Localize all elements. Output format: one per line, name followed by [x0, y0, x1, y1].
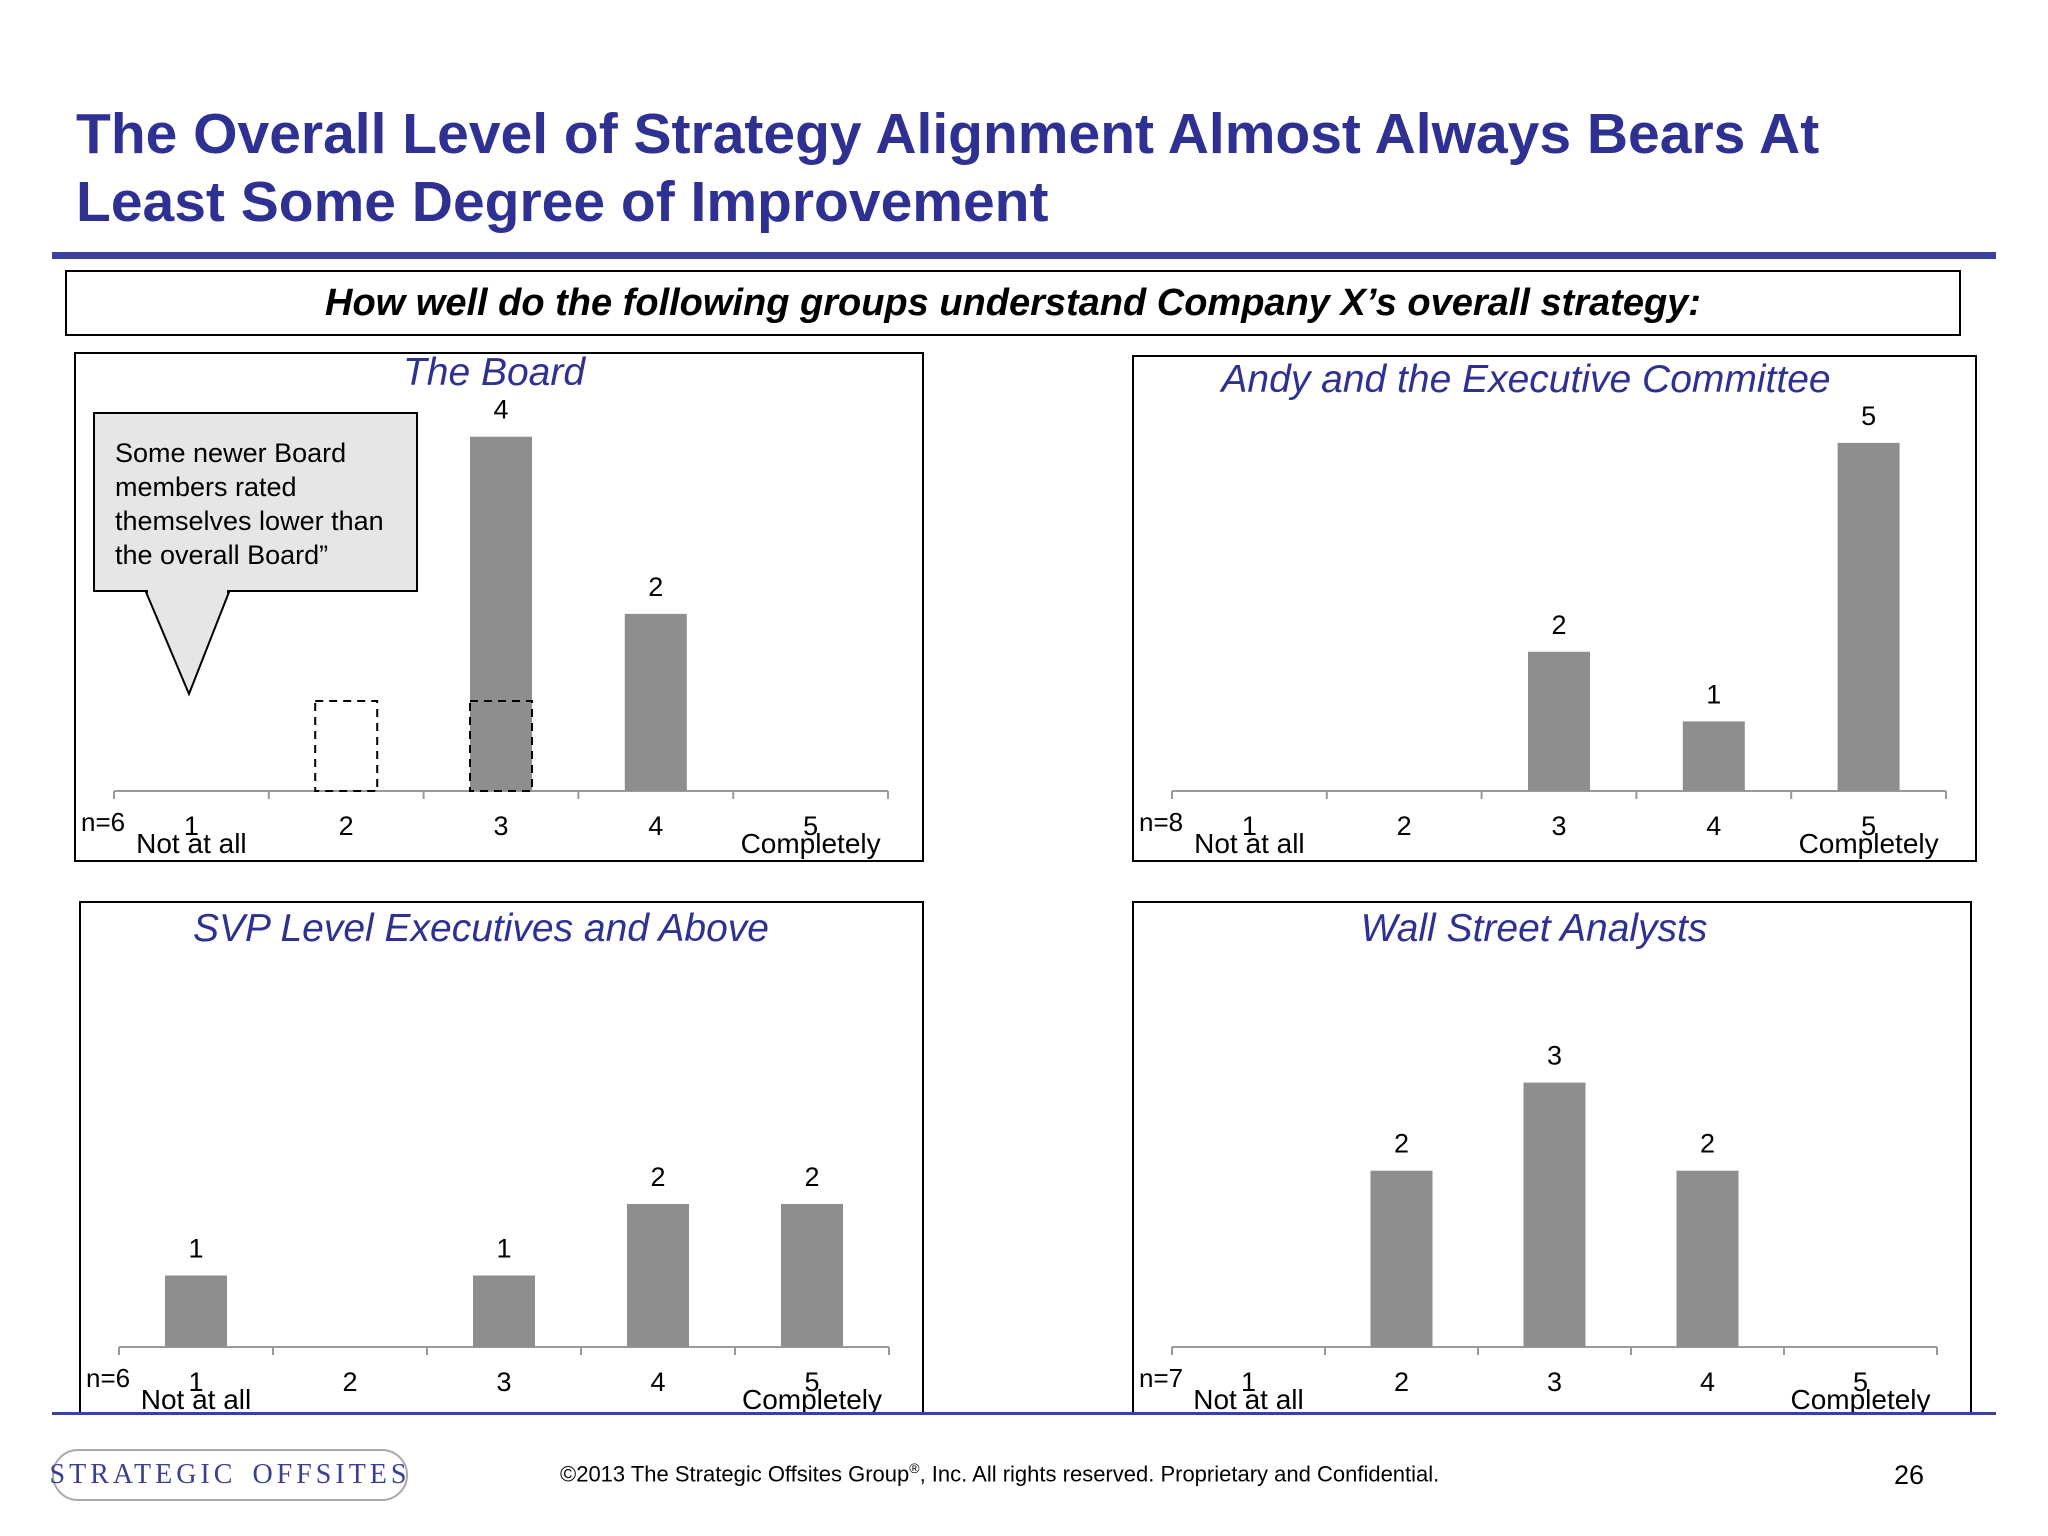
- data-label: 2: [648, 572, 663, 602]
- callout-pointer: [144, 589, 231, 697]
- scale-high-label: Completely: [742, 1384, 882, 1415]
- copyright-text: ©2013 The Strategic Offsites Group: [560, 1461, 910, 1487]
- x-tick-label: 3: [493, 811, 508, 841]
- question-box: How well do the following groups underst…: [65, 270, 1961, 336]
- copyright-text-rest: , Inc. All rights reserved. Proprietary …: [919, 1461, 1440, 1487]
- x-tick-label: 1: [1241, 1367, 1256, 1397]
- data-label: 3: [1547, 1041, 1562, 1071]
- scale-low-label: Not at all: [1193, 1384, 1304, 1415]
- data-label: 5: [1861, 401, 1876, 431]
- bar: [473, 1275, 535, 1347]
- scale-high-label: Completely: [1790, 1384, 1930, 1415]
- sample-size-label: n=6: [86, 1363, 130, 1393]
- bar: [1682, 721, 1745, 791]
- bar: [1370, 1170, 1433, 1347]
- x-tick-label: 1: [1242, 811, 1257, 841]
- bar: [1523, 1082, 1586, 1347]
- chart-panel-wall-street-analysts: Wall Street Analysts 1 2 2 3 3 2 4 5 n=7 Not at al…: [1132, 901, 1972, 1415]
- page-number: 26: [1894, 1460, 1925, 1490]
- x-tick-label: 1: [188, 1367, 203, 1397]
- x-tick-label: 5: [803, 811, 818, 841]
- scale-low-label: Not at all: [1194, 828, 1305, 859]
- x-tick-label: 1: [184, 811, 199, 841]
- data-label: 1: [496, 1233, 511, 1263]
- data-label: 1: [188, 1233, 203, 1263]
- bar: [470, 436, 532, 791]
- board-callout: Some newer Board members rated themselve…: [93, 412, 418, 592]
- x-tick-label: 2: [1397, 811, 1412, 841]
- logo-text-left: STRATEGIC: [49, 1459, 237, 1490]
- data-label: 2: [1394, 1129, 1409, 1159]
- footer-divider: [52, 1412, 1996, 1415]
- bar: [1528, 651, 1590, 791]
- data-label: 1: [1706, 679, 1721, 709]
- chart-panel-svp-executives: SVP Level Executives and Above 1 1 2 1 3 2 4 2 5 n…: [79, 901, 924, 1415]
- scale-high-label: Completely: [741, 828, 881, 859]
- chart-title: Andy and the Executive Committee: [1219, 358, 1830, 401]
- x-tick-label: 4: [648, 811, 663, 841]
- data-label: 2: [1551, 610, 1566, 640]
- bar: [627, 1203, 689, 1347]
- sample-size-label: n=8: [1139, 807, 1183, 837]
- chart-svg: Wall Street Analysts 1 2 2 3 3 2 4 5 n=7 Not at al…: [1139, 907, 1938, 1415]
- x-tick-label: 4: [1706, 811, 1721, 841]
- empty-bar-highlight: [469, 700, 533, 792]
- x-tick-label: 5: [1861, 811, 1876, 841]
- chart-title: The Board: [403, 351, 586, 394]
- bar: [165, 1275, 227, 1347]
- x-tick-label: 3: [496, 1367, 511, 1397]
- registered-mark: ®: [909, 1460, 920, 1476]
- scale-low-label: Not at all: [136, 828, 247, 859]
- data-label: 2: [1700, 1129, 1715, 1159]
- scale-high-label: Completely: [1799, 828, 1939, 859]
- chart-svg: SVP Level Executives and Above 1 1 2 1 3 2 4 2 5 n…: [86, 907, 890, 1415]
- company-logo: STRATEGIC OFFSITES: [49, 1449, 411, 1501]
- chart-svg: Andy and the Executive Committee 1 2 2 3 1 4 5 5…: [1139, 358, 1947, 859]
- chart-title: Wall Street Analysts: [1361, 907, 1708, 950]
- chart-panel-executive-committee: Andy and the Executive Committee 1 2 2 3 1 4 5 5…: [1132, 355, 1977, 862]
- bar: [624, 613, 687, 791]
- chart-svg: The Board 1 2 4 3 2 4 5 n=6 Not at all Completely: [81, 351, 889, 859]
- title-divider: [52, 252, 1996, 259]
- bar: [781, 1203, 843, 1347]
- bar: [1837, 442, 1900, 791]
- sample-size-label: n=7: [1139, 1363, 1183, 1393]
- x-tick-label: 3: [1551, 811, 1566, 841]
- x-tick-label: 2: [339, 811, 354, 841]
- page-title: The Overall Level of Strategy Alignment …: [76, 102, 1820, 234]
- logo-text-right: OFFSITES: [252, 1459, 411, 1490]
- scale-low-label: Not at all: [141, 1384, 252, 1415]
- chart-title: SVP Level Executives and Above: [193, 907, 769, 950]
- x-tick-label: 4: [1700, 1367, 1715, 1397]
- sample-size-label: n=6: [81, 807, 125, 837]
- x-tick-label: 2: [342, 1367, 357, 1397]
- data-label: 2: [804, 1162, 819, 1192]
- data-label: 4: [493, 395, 508, 425]
- bar: [1676, 1170, 1739, 1347]
- data-label: 2: [650, 1162, 665, 1192]
- copyright-notice: ©2013 The Strategic Offsites Group®, Inc…: [560, 1460, 1439, 1487]
- x-tick-label: 3: [1547, 1367, 1562, 1397]
- x-tick-label: 2: [1394, 1367, 1409, 1397]
- x-tick-label: 5: [1853, 1367, 1868, 1397]
- x-tick-label: 4: [650, 1367, 665, 1397]
- empty-bar-highlight: [314, 700, 379, 792]
- x-tick-label: 5: [804, 1367, 819, 1397]
